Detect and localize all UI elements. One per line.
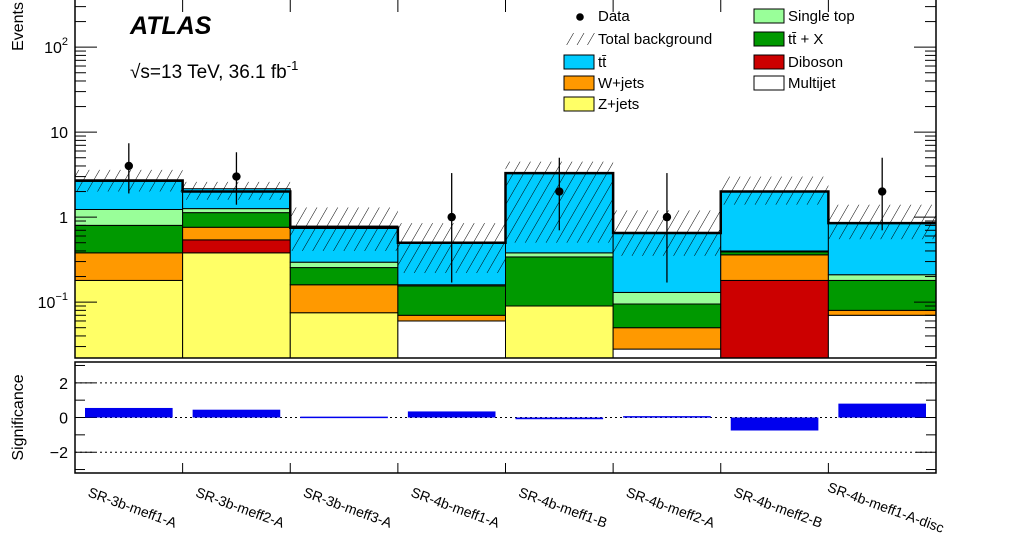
bar-single-top-4 xyxy=(505,252,614,258)
bar-w-jets-0 xyxy=(75,252,184,281)
bar-tt-x-0 xyxy=(75,224,184,254)
significance-bar-7 xyxy=(838,403,926,418)
category-label-1: SR-3b-meff2-A xyxy=(194,484,288,531)
legend-label-1: Total background xyxy=(598,31,712,48)
significance-axis-label: Significance xyxy=(10,374,27,460)
legend-label-7: Diboson xyxy=(788,54,843,71)
significance-bar-0 xyxy=(85,407,173,418)
bar-single-top-5 xyxy=(612,291,722,305)
bar-tt-x-4 xyxy=(505,256,614,307)
bar-z-jets-2 xyxy=(289,312,399,358)
bar-z-jets-4 xyxy=(505,305,614,358)
ytick-label-3: 102 xyxy=(44,36,68,57)
ytick-label-1: 1 xyxy=(59,210,68,227)
category-label-3: SR-4b-meff1-A xyxy=(409,484,503,531)
data-point-0 xyxy=(124,161,134,171)
bar-w-jets-3 xyxy=(397,314,506,322)
significance-bar-4 xyxy=(515,417,604,420)
ratio-tick-label-1: 0 xyxy=(59,411,68,428)
legend-swatch-3 xyxy=(563,75,595,91)
experiment-label: ATLAS xyxy=(129,12,212,40)
bar-single-top-2 xyxy=(289,261,399,269)
ratio-tick-label-2: 2 xyxy=(59,376,68,393)
legend-label-4: Z+jets xyxy=(598,96,639,113)
category-label-0: SR-3b-meff1-A xyxy=(86,484,180,531)
data-point-7 xyxy=(877,187,887,196)
bar-w-jets-5 xyxy=(612,327,722,350)
ytick-label-2: 10 xyxy=(50,125,68,142)
legend-swatch-5 xyxy=(753,8,785,24)
bar-w-jets-7 xyxy=(827,309,936,316)
bkg-unc-band-2 xyxy=(290,207,398,251)
bar-single-top-1 xyxy=(182,208,291,214)
data-point-3 xyxy=(447,212,456,222)
category-label-5: SR-4b-meff2-A xyxy=(624,484,718,531)
data-point-1 xyxy=(232,172,241,181)
legend-swatch-6 xyxy=(753,31,785,47)
bar-tt-x-1 xyxy=(182,212,291,228)
category-label-6: SR-4b-meff2-B xyxy=(732,484,825,531)
legend-swatch-4 xyxy=(563,96,595,112)
ratio-tick-label-0: −2 xyxy=(50,445,68,462)
data-point-5 xyxy=(662,212,672,222)
data-point-4 xyxy=(555,187,564,196)
energy-lumi-sup: -1 xyxy=(287,58,299,73)
legend-swatch-8 xyxy=(753,75,785,91)
bar-single-top-7 xyxy=(827,274,936,281)
bar-w-jets-1 xyxy=(182,226,291,241)
category-label-4: SR-4b-meff1-B xyxy=(517,484,610,531)
legend-swatch-7 xyxy=(753,54,785,70)
significance-bar-2 xyxy=(300,416,388,419)
bar-diboson-1 xyxy=(182,239,291,254)
energy-lumi-text: √s=13 TeV, 36.1 fb xyxy=(130,62,287,83)
legend-label-0: Data xyxy=(598,8,630,25)
bar-z-jets-1 xyxy=(182,252,291,358)
category-label-2: SR-3b-meff3-A xyxy=(301,484,395,531)
bar-z-jets-0 xyxy=(75,279,184,358)
bar-tt-x-3 xyxy=(397,285,506,316)
bar-w-jets-2 xyxy=(289,284,399,314)
significance-bar-1 xyxy=(192,409,281,418)
bar-tt-x-7 xyxy=(827,279,936,311)
legend-data-marker xyxy=(576,13,584,21)
legend-label-2: tt̄ xyxy=(598,54,607,71)
significance-bar-6 xyxy=(730,417,819,431)
legend-label-3: W+jets xyxy=(598,75,644,92)
bar-tt-x-5 xyxy=(612,303,722,329)
bar-diboson-6 xyxy=(720,279,829,358)
legend-label-6: tt̄ + X xyxy=(788,31,823,48)
legend-swatch-2 xyxy=(563,54,595,70)
legend-label-5: Single top xyxy=(788,8,855,25)
significance-bar-3 xyxy=(407,411,496,418)
bar-multijet-3 xyxy=(397,320,506,358)
y-axis-label: Events xyxy=(10,2,27,51)
legend-label-8: Multijet xyxy=(788,75,836,92)
category-label-7: SR-4b-meff1-A-disc xyxy=(826,479,947,536)
ytick-label-0: 10−1 xyxy=(38,291,68,312)
significance-bar-5 xyxy=(623,416,711,418)
legend-total-background-swatch xyxy=(564,33,596,45)
legend: Data Total background tt̄ W+jets Z+jets Singl… xyxy=(563,8,855,113)
energy-lumi-label: √s=13 TeV, 36.1 fb-1 xyxy=(130,58,298,83)
bar-w-jets-6 xyxy=(720,254,829,281)
bar-multijet-7 xyxy=(827,314,936,358)
bar-tt-x-2 xyxy=(289,267,399,286)
